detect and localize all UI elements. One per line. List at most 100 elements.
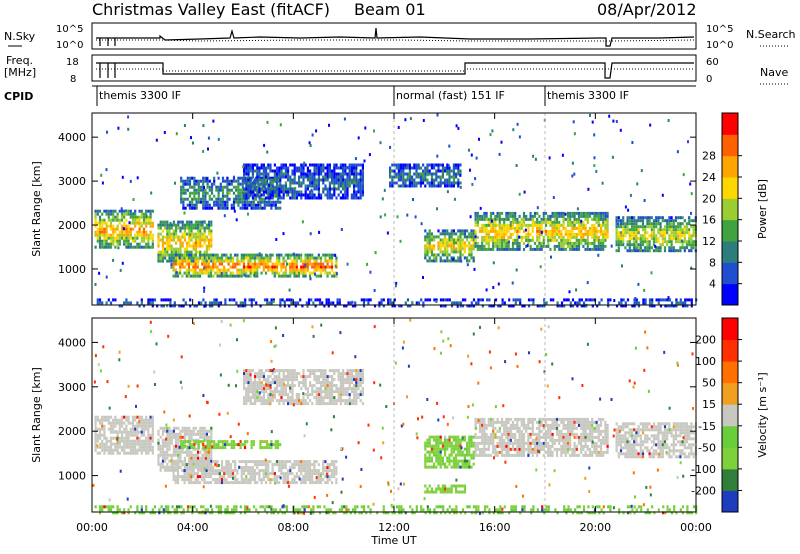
echo-cell (439, 178, 442, 182)
echo-cell (391, 163, 394, 167)
echo-cell (125, 436, 128, 440)
echo-cell (498, 247, 501, 251)
echo-cell (190, 453, 193, 457)
echo-cell (217, 200, 220, 204)
echo-cell (688, 240, 691, 244)
echo-cell (436, 154, 439, 158)
echo-cell (185, 268, 188, 272)
echo-cell (580, 235, 583, 239)
echo-cell (243, 443, 247, 447)
echo-cell (267, 472, 270, 476)
echo-cell (511, 238, 515, 242)
echo-cell (225, 256, 228, 260)
echo-cell (675, 304, 678, 308)
echo-cell (328, 478, 331, 482)
echo-cell (253, 265, 257, 269)
echo-cell (384, 213, 387, 217)
echo-cell (441, 163, 444, 167)
echo-cell (258, 166, 261, 170)
echo-cell (147, 215, 150, 219)
echo-cell (196, 481, 199, 485)
echo-cell (199, 229, 202, 233)
echo-cell (391, 178, 394, 182)
echo-cell (389, 172, 392, 176)
echo-cell (295, 190, 298, 194)
echo-cell (196, 466, 199, 470)
echo-cell (317, 268, 320, 272)
echo-cell (265, 190, 268, 194)
echo-cell (175, 235, 178, 239)
echo-cell (338, 298, 341, 302)
echo-cell (184, 440, 187, 444)
echo-cell (529, 232, 532, 236)
echo-cell (109, 445, 113, 449)
echo-cell (203, 304, 206, 308)
echo-cell (163, 131, 166, 134)
echo-cell (472, 256, 475, 260)
echo-cell (208, 194, 211, 198)
echo-cell (105, 442, 108, 446)
echo-cell (313, 175, 316, 179)
echo-cell (245, 184, 248, 188)
echo-cell (317, 481, 320, 485)
echo-cell (136, 242, 139, 246)
echo-cell (263, 197, 266, 201)
echo-cell (245, 172, 248, 176)
echo-cell (622, 225, 625, 229)
echo-cell (181, 469, 184, 473)
echo-cell (575, 232, 578, 236)
echo-cell (337, 178, 340, 182)
echo-cell (439, 256, 442, 260)
echo-cell (553, 229, 556, 233)
echo-cell (103, 436, 106, 440)
echo-cell (309, 181, 312, 185)
echo-cell (192, 469, 195, 473)
echo-cell (125, 301, 128, 305)
echo-cell (397, 169, 400, 173)
echo-cell (317, 472, 320, 476)
echo-cell (244, 298, 247, 302)
echo-cell (131, 451, 135, 455)
echo-cell (224, 194, 227, 198)
echo-cell (315, 184, 318, 188)
echo-cell (243, 273, 246, 277)
echo-cell (203, 475, 206, 479)
echo-cell (187, 259, 191, 263)
echo-cell (186, 223, 189, 227)
echo-cell (249, 166, 252, 170)
echo-cell (659, 246, 662, 250)
echo-cell (191, 203, 194, 207)
echo-cell (430, 238, 433, 242)
echo-cell (176, 259, 180, 263)
echo-cell (560, 223, 563, 227)
nsky-panel (91, 22, 697, 50)
echo-cell (681, 243, 684, 247)
echo-cell (205, 450, 208, 454)
echo-cell (595, 247, 598, 251)
echo-cell (260, 163, 263, 167)
echo-cell (204, 197, 207, 201)
echo-cell (94, 427, 97, 431)
echo-cell (531, 214, 534, 218)
echo-cell (576, 207, 579, 211)
echo-cell (595, 214, 598, 218)
echo-cell (155, 138, 158, 142)
echo-cell (391, 304, 394, 308)
echo-cell (118, 209, 121, 213)
echo-cell (261, 446, 264, 450)
echo-cell (419, 184, 422, 188)
echo-cell (182, 298, 185, 302)
echo-cell (568, 290, 571, 294)
echo-cell (655, 225, 658, 229)
echo-cell (503, 301, 506, 305)
echo-cell (289, 187, 292, 191)
echo-cell (668, 298, 671, 302)
echo-cell (531, 223, 534, 227)
echo-cell (595, 229, 598, 233)
echo-cell (286, 460, 290, 464)
echo-cell (271, 253, 274, 257)
echo-cell (355, 184, 358, 188)
echo-cell (161, 450, 164, 454)
echo-cell (564, 241, 567, 245)
echo-cell (496, 232, 499, 236)
